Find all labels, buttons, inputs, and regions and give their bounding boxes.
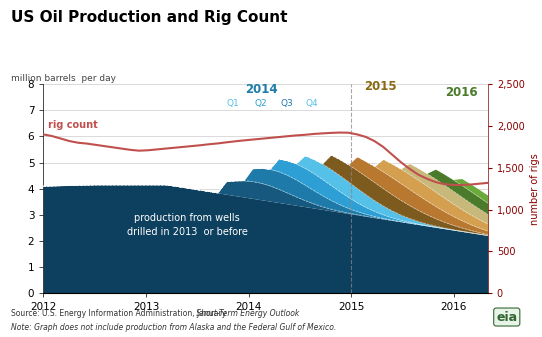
Text: Q1: Q1 — [227, 99, 240, 108]
Text: 2016: 2016 — [445, 86, 478, 99]
Text: Q4: Q4 — [306, 99, 319, 108]
Text: Note: Graph does not include production from Alaska and the Federal Gulf of Mexi: Note: Graph does not include production … — [11, 323, 336, 332]
Text: production from wells
drilled in 2013  or before: production from wells drilled in 2013 or… — [127, 213, 248, 237]
Text: eia: eia — [496, 310, 517, 324]
Text: 2015: 2015 — [364, 81, 396, 93]
Text: Short-Term Energy Outlook: Short-Term Energy Outlook — [11, 309, 299, 318]
Text: 2014: 2014 — [244, 83, 278, 96]
Text: Q3: Q3 — [280, 99, 293, 108]
Text: Source: U.S. Energy Information Administration, January: Source: U.S. Energy Information Administ… — [11, 309, 229, 318]
Text: Q2: Q2 — [255, 99, 267, 108]
Text: rig count: rig count — [48, 120, 98, 130]
Text: million barrels  per day: million barrels per day — [11, 74, 116, 83]
Text: US Oil Production and Rig Count: US Oil Production and Rig Count — [11, 10, 287, 25]
Y-axis label: number of rigs: number of rigs — [530, 153, 540, 224]
